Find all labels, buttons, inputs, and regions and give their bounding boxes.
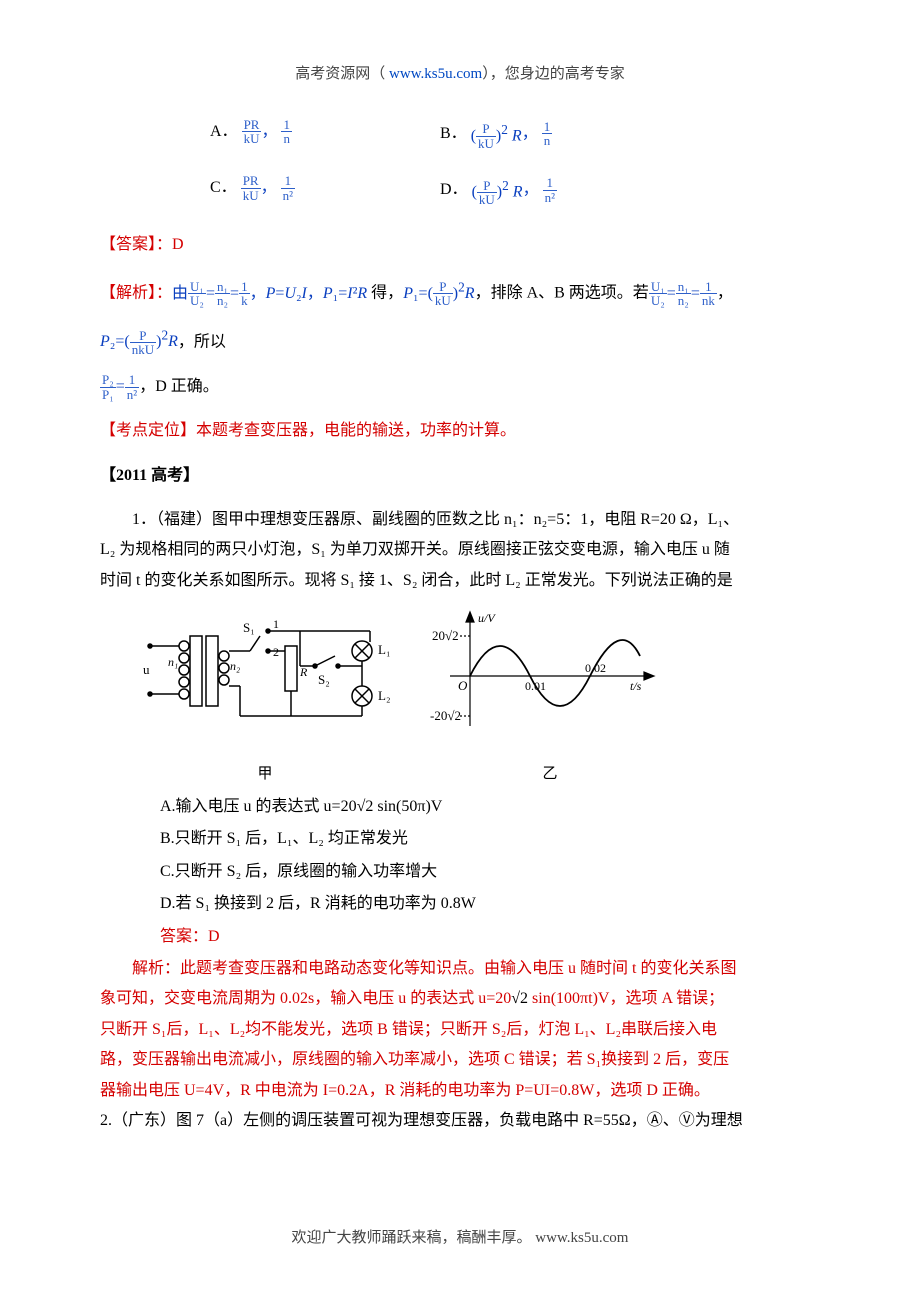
page-header: 高考资源网（ www.ks5u.com），您身边的高考专家 — [100, 60, 820, 89]
circuit-svg: u n₁ n₂ S₁ 1 2 R S₂ L₁ L₂ — [140, 606, 390, 746]
header-url[interactable]: www.ks5u.com — [389, 66, 482, 82]
analysis2-label: 解析： — [132, 960, 180, 977]
choice-row-2: C． PRkU， 1n² D． (PkU)2 R， 1n² — [100, 173, 820, 208]
circuit-S1-label: S₁ — [243, 620, 255, 635]
choice-A: A． PRkU， 1n — [100, 117, 380, 152]
analysis-line3: P₂P₁=1n²，D 正确。 — [100, 372, 820, 402]
choice-A-frac1: PRkU — [242, 118, 262, 146]
circuit-caption: 甲 — [140, 760, 390, 789]
analysis-p2: P₂=(PnkU)2R — [100, 333, 178, 350]
answer2-value: D — [208, 928, 220, 945]
answer-line: 【答案】：D — [100, 230, 820, 260]
graph-caption: 乙 — [430, 760, 670, 789]
answer2-line: 答案：D — [100, 922, 820, 952]
choice-B-label: B． — [440, 125, 467, 142]
circuit-S2-label: S₂ — [318, 672, 330, 687]
choice-D-label: D． — [440, 181, 468, 198]
question-2: 2.（广东）图 7（a）左侧的调压装置可视为理想变压器，负载电路中 R=55Ω，… — [100, 1106, 820, 1136]
question-1: 1．（福建）图甲中理想变压器原、副线圈的匝数之比 n₁：n₂=5：1，电阻 R=… — [100, 505, 820, 596]
figure-row: u n₁ n₂ S₁ 1 2 R S₂ L₁ L₂ 甲 u/V 20 — [140, 606, 820, 788]
choice-D: D． (PkU)2 R， 1n² — [380, 173, 557, 208]
circuit-n2-label: n₂ — [230, 659, 240, 673]
choice-A-frac2: 1n — [281, 118, 292, 146]
header-suffix: ），您身边的高考专家 — [482, 66, 625, 82]
choice-C-label: C． — [210, 179, 237, 196]
circuit-1-label: 1 — [273, 617, 279, 631]
q1-line1: 1．（福建）图甲中理想变压器原、副线圈的匝数之比 n₁：n₂=5：1，电阻 R=… — [100, 505, 820, 535]
graph-svg: u/V 20√2 -20√2 O 0.01 0.02 t/s — [430, 606, 670, 746]
choice-C: C． PRkU， 1n² — [100, 173, 380, 208]
year-section: 【2011 高考】 — [100, 461, 820, 491]
choice-A-sep: ， — [261, 123, 277, 140]
circuit-n1-label: n₁ — [168, 655, 178, 669]
kaodian-text: 本题考查变压器，电能的输送，功率的计算。 — [196, 422, 516, 439]
page-footer: 欢迎广大教师踊跃来稿，稿酬丰厚。 www.ks5u.com — [0, 1224, 920, 1253]
analysis2-l5: 器输出电压 U=4V，R 中电流为 I=0.2A，R 消耗的电功率为 P=UI=… — [100, 1076, 820, 1106]
graph-ytop-label: 20√2 — [432, 628, 459, 643]
choice-B-frac2: 1n — [542, 120, 553, 148]
sine-graph: u/V 20√2 -20√2 O 0.01 0.02 t/s 乙 — [430, 606, 670, 788]
analysis2-l3: 只断开 S₁后，L₁、L₂均不能发光，选项 B 错误；只断开 S₂后，灯泡 L₁… — [100, 1015, 820, 1045]
choice-A-label: A． — [210, 123, 238, 140]
circuit-R-label: R — [299, 665, 308, 679]
footer-url[interactable]: www.ks5u.com — [535, 1230, 628, 1246]
q1-line3: 时间 t 的变化关系如图所示。现将 S₁ 接 1、S₂ 闭合，此时 L₂ 正常发… — [100, 566, 820, 596]
graph-origin-label: O — [458, 678, 468, 693]
answer2-label: 答案： — [160, 928, 208, 945]
circuit-L1-label: L₁ — [378, 642, 390, 657]
option-A: A.输入电压 u 的表达式 u=20√2 sin(50π)V — [100, 792, 820, 822]
analysis2-l2: 象可知，交变电流周期为 0.02s，输入电压 u 的表达式 u=20√2 sin… — [100, 984, 820, 1014]
analysis-line1: 【解析】：由U₁U₂=n₁n₂=1k，P=U₂I，P₁=I²R 得，P₁=(Pk… — [100, 274, 820, 309]
analysis-text1: 由U₁U₂=n₁n₂=1k，P=U₂I，P₁=I²R — [172, 285, 367, 302]
choice-D-frac2: 1n² — [543, 176, 557, 204]
circuit-2-label: 2 — [273, 645, 279, 659]
graph-x2-label: 0.02 — [585, 661, 606, 675]
choice-C-frac1: PRkU — [241, 174, 261, 202]
circuit-L2-label: L₂ — [378, 688, 390, 703]
analysis2-t1: 此题考查变压器和电路动态变化等知识点。由输入电压 u 随时间 t 的变化关系图 — [180, 960, 736, 977]
graph-x1-label: 0.01 — [525, 679, 546, 693]
choice-C-frac2: 1n² — [281, 174, 295, 202]
answer-value: D — [172, 236, 184, 253]
footer-text: 欢迎广大教师踊跃来稿，稿酬丰厚。 — [292, 1230, 536, 1246]
q1-line2: L₂ 为规格相同的两只小灯泡，S₁ 为单刀双掷开关。原线圈接正弦交变电源，输入电… — [100, 535, 820, 565]
analysis2-l4: 路，变压器输出电流减小，原线圈的输入功率减小，选项 C 错误；若 S₁换接到 2… — [100, 1045, 820, 1075]
graph-xaxis-label: t/s — [630, 679, 642, 693]
choice-row-1: A． PRkU， 1n B． (PkU)2 R， 1n — [100, 117, 820, 152]
option-D: D.若 S₁ 换接到 2 后，R 消耗的电功率为 0.8W — [100, 889, 820, 919]
choice-B-sep: ， — [522, 125, 538, 142]
choice-B: B． (PkU)2 R， 1n — [380, 117, 552, 152]
choice-C-sep: ， — [261, 179, 277, 196]
analysis-label: 【解析】： — [100, 285, 172, 302]
circuit-diagram: u n₁ n₂ S₁ 1 2 R S₂ L₁ L₂ 甲 — [140, 606, 390, 788]
choice-B-expr: (PkU)2 R — [471, 117, 522, 152]
analysis2-l1: 解析：此题考查变压器和电路动态变化等知识点。由输入电压 u 随时间 t 的变化关… — [100, 954, 820, 984]
option-B: B.只断开 S₁ 后，L₁、L₂ 均正常发光 — [100, 824, 820, 854]
analysis-line2: P₂=(PnkU)2R，所以 — [100, 323, 820, 358]
answer-label: 【答案】： — [100, 236, 172, 253]
graph-yaxis-label: u/V — [478, 611, 496, 625]
choice-D-expr: (PkU)2 R — [472, 173, 523, 208]
analysis-ratio: P₂P₁=1n² — [100, 378, 139, 395]
year-label: 【2011 高考】 — [100, 467, 199, 484]
circuit-u-label: u — [143, 662, 150, 677]
choice-D-sep: ， — [523, 181, 539, 198]
option-C: C.只断开 S₂ 后，原线圈的输入功率增大 — [100, 857, 820, 887]
kaodian-label: 【考点定位】 — [100, 422, 196, 439]
header-prefix: 高考资源网（ — [295, 66, 389, 82]
kaodian-line: 【考点定位】本题考查变压器，电能的输送，功率的计算。 — [100, 416, 820, 446]
graph-ybot-label: -20√2 — [430, 708, 461, 723]
